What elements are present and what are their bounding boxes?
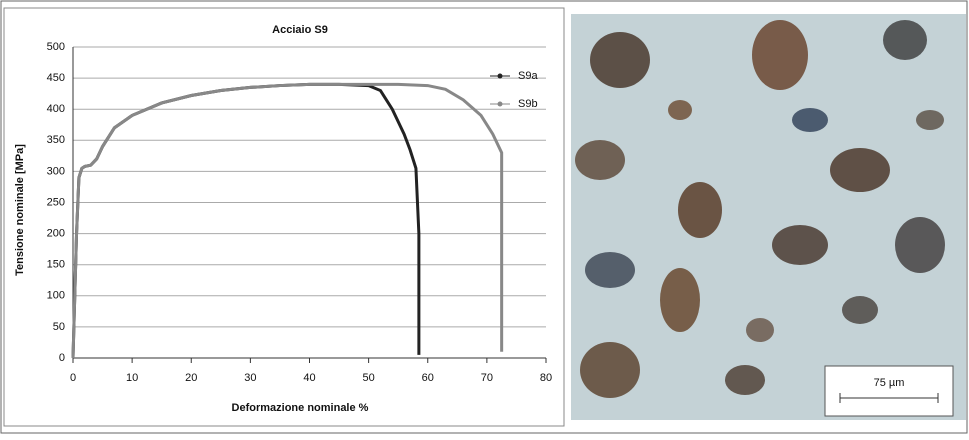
y-axis-label: Tensione nominale [MPa]	[14, 144, 26, 276]
y-tick-label: 450	[47, 72, 65, 84]
y-tick-label: 500	[47, 41, 65, 53]
y-tick-label: 200	[47, 228, 65, 240]
y-tick-label: 300	[47, 165, 65, 177]
legend-label: S9a	[518, 70, 538, 82]
x-tick-label: 60	[422, 372, 434, 384]
x-tick-label: 40	[303, 372, 315, 384]
legend-label: S9b	[518, 98, 538, 110]
series-line	[71, 82, 504, 359]
y-tick-label: 100	[47, 290, 65, 302]
legend-marker	[497, 101, 503, 107]
x-tick-label: 30	[244, 372, 256, 384]
y-tick-label: 250	[47, 196, 65, 208]
x-tick-label: 50	[363, 372, 375, 384]
x-tick-label: 70	[481, 372, 493, 384]
chart-title: Acciaio S9	[272, 24, 328, 36]
y-tick-label: 350	[47, 134, 65, 146]
chart-frame	[3, 7, 565, 427]
y-tick-label: 50	[53, 321, 65, 333]
micrograph: 75 µm	[571, 14, 966, 420]
legend-marker	[497, 73, 503, 79]
y-tick-label: 150	[47, 259, 65, 271]
x-tick-label: 10	[126, 372, 138, 384]
x-tick-label: 0	[70, 372, 76, 384]
x-axis-label: Deformazione nominale %	[232, 402, 369, 414]
y-tick-label: 400	[47, 103, 65, 115]
x-tick-label: 80	[540, 372, 552, 384]
y-tick-label: 0	[59, 352, 65, 364]
scale-label: 75 µm	[874, 377, 905, 389]
x-tick-label: 20	[185, 372, 197, 384]
